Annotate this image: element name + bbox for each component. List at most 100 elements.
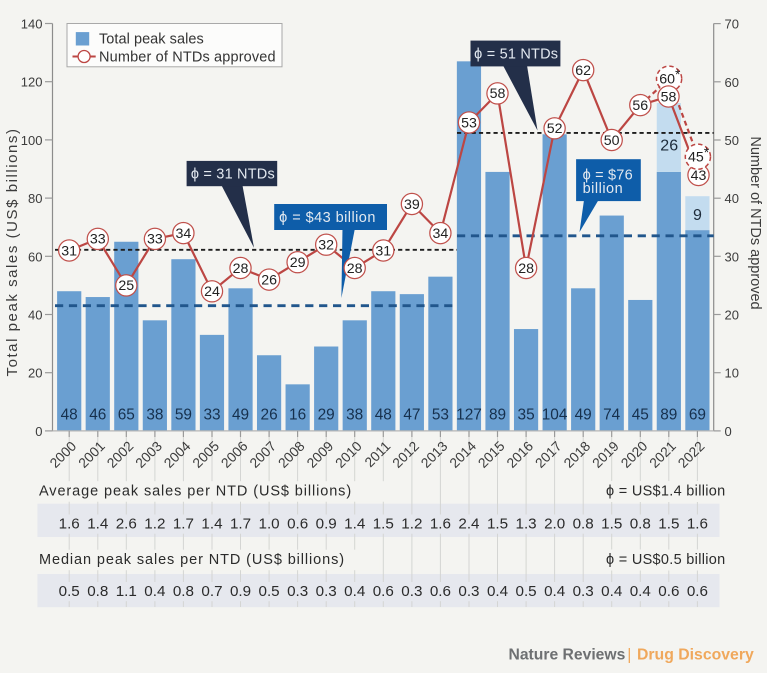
svg-text:39: 39 — [404, 197, 420, 213]
svg-text:2.0: 2.0 — [544, 515, 565, 532]
svg-text:1.5: 1.5 — [601, 515, 622, 532]
svg-text:58: 58 — [490, 86, 506, 102]
svg-text:ϕ = 31 NTDs: ϕ = 31 NTDs — [191, 167, 275, 183]
svg-text:74: 74 — [603, 407, 621, 424]
svg-text:43: 43 — [691, 168, 707, 184]
svg-text:40: 40 — [28, 308, 42, 323]
svg-text:24: 24 — [204, 284, 220, 300]
svg-text:52: 52 — [547, 121, 563, 137]
svg-text:0.5: 0.5 — [259, 583, 280, 600]
svg-text:ϕ = $76: ϕ = $76 — [583, 167, 633, 183]
svg-text:30: 30 — [725, 249, 739, 264]
svg-text:Total peak sales: Total peak sales — [99, 32, 204, 48]
svg-text:0.3: 0.3 — [458, 583, 479, 600]
svg-text:48: 48 — [61, 407, 78, 424]
svg-text:50: 50 — [604, 133, 620, 149]
svg-text:9: 9 — [693, 207, 702, 224]
svg-text:1.4: 1.4 — [344, 515, 365, 532]
svg-text:0: 0 — [35, 424, 42, 439]
svg-text:0: 0 — [725, 424, 732, 439]
svg-text:2.4: 2.4 — [458, 515, 479, 532]
svg-text:0.8: 0.8 — [630, 515, 651, 532]
svg-text:|: | — [627, 647, 631, 664]
svg-text:*: * — [675, 67, 681, 82]
svg-text:0.9: 0.9 — [316, 515, 337, 532]
svg-text:20: 20 — [725, 308, 739, 323]
svg-text:0.4: 0.4 — [487, 583, 508, 600]
svg-text:1.7: 1.7 — [230, 515, 251, 532]
svg-text:1.4: 1.4 — [201, 515, 222, 532]
svg-text:28: 28 — [518, 261, 534, 277]
svg-text:33: 33 — [203, 407, 220, 424]
svg-text:1.6: 1.6 — [59, 515, 80, 532]
svg-text:1.4: 1.4 — [87, 515, 108, 532]
svg-text:48: 48 — [375, 407, 392, 424]
svg-text:0.5: 0.5 — [516, 583, 537, 600]
svg-text:45: 45 — [688, 150, 704, 166]
svg-text:0.8: 0.8 — [573, 515, 594, 532]
svg-text:1.5: 1.5 — [373, 515, 394, 532]
svg-text:0.8: 0.8 — [173, 583, 194, 600]
svg-text:Median peak sales per NTD (US$: Median peak sales per NTD (US$ billions) — [39, 552, 345, 568]
svg-text:127: 127 — [456, 407, 482, 424]
svg-text:0.8: 0.8 — [87, 583, 108, 600]
svg-text:0.4: 0.4 — [544, 583, 565, 600]
svg-text:59: 59 — [175, 407, 192, 424]
svg-text:35: 35 — [518, 407, 535, 424]
svg-text:31: 31 — [61, 243, 77, 259]
svg-text:0.6: 0.6 — [687, 583, 708, 600]
svg-text:53: 53 — [432, 407, 449, 424]
svg-text:*: * — [704, 145, 710, 160]
svg-text:0.5: 0.5 — [59, 583, 80, 600]
svg-text:100: 100 — [21, 133, 43, 148]
svg-text:46: 46 — [89, 407, 106, 424]
svg-text:1.2: 1.2 — [144, 515, 165, 532]
svg-text:0.7: 0.7 — [201, 583, 222, 600]
svg-text:140: 140 — [21, 17, 43, 32]
svg-text:1.7: 1.7 — [173, 515, 194, 532]
svg-text:0.3: 0.3 — [573, 583, 594, 600]
svg-text:50: 50 — [725, 133, 739, 148]
svg-text:16: 16 — [289, 407, 306, 424]
svg-text:billion: billion — [583, 181, 624, 197]
svg-text:26: 26 — [261, 407, 278, 424]
svg-text:1.6: 1.6 — [430, 515, 451, 532]
svg-text:Drug Discovery: Drug Discovery — [637, 647, 754, 664]
svg-text:0.3: 0.3 — [316, 583, 337, 600]
svg-text:0.4: 0.4 — [601, 583, 622, 600]
svg-text:120: 120 — [21, 75, 43, 90]
svg-text:0.4: 0.4 — [144, 583, 165, 600]
svg-text:0.4: 0.4 — [344, 583, 365, 600]
svg-text:0.3: 0.3 — [401, 583, 422, 600]
svg-text:40: 40 — [725, 191, 739, 206]
svg-text:56: 56 — [632, 98, 648, 114]
svg-text:28: 28 — [347, 261, 363, 277]
svg-text:29: 29 — [318, 407, 335, 424]
svg-text:1.5: 1.5 — [487, 515, 508, 532]
svg-text:58: 58 — [661, 89, 677, 105]
svg-text:34: 34 — [433, 226, 449, 242]
svg-text:104: 104 — [542, 407, 568, 424]
svg-text:62: 62 — [575, 63, 591, 79]
svg-text:1.1: 1.1 — [116, 583, 137, 600]
svg-text:ϕ = 51 NTDs: ϕ = 51 NTDs — [474, 46, 558, 62]
svg-text:0.6: 0.6 — [287, 515, 308, 532]
svg-text:69: 69 — [689, 407, 706, 424]
svg-text:28: 28 — [233, 261, 249, 277]
svg-text:49: 49 — [232, 407, 249, 424]
svg-text:Average peak sales per NTD (US: Average peak sales per NTD (US$ billions… — [39, 484, 352, 500]
svg-text:0.6: 0.6 — [658, 583, 679, 600]
svg-text:1.0: 1.0 — [259, 515, 280, 532]
svg-text:26: 26 — [261, 272, 277, 288]
svg-text:34: 34 — [176, 226, 192, 242]
svg-text:60: 60 — [659, 72, 675, 88]
svg-text:45: 45 — [632, 407, 649, 424]
svg-text:80: 80 — [28, 191, 42, 206]
svg-text:60: 60 — [28, 249, 42, 264]
svg-text:Number of NTDs approved: Number of NTDs approved — [747, 136, 763, 309]
svg-text:0.3: 0.3 — [287, 583, 308, 600]
svg-text:2.6: 2.6 — [116, 515, 137, 532]
svg-text:26: 26 — [660, 137, 678, 154]
svg-text:70: 70 — [725, 17, 739, 32]
svg-text:38: 38 — [146, 407, 163, 424]
